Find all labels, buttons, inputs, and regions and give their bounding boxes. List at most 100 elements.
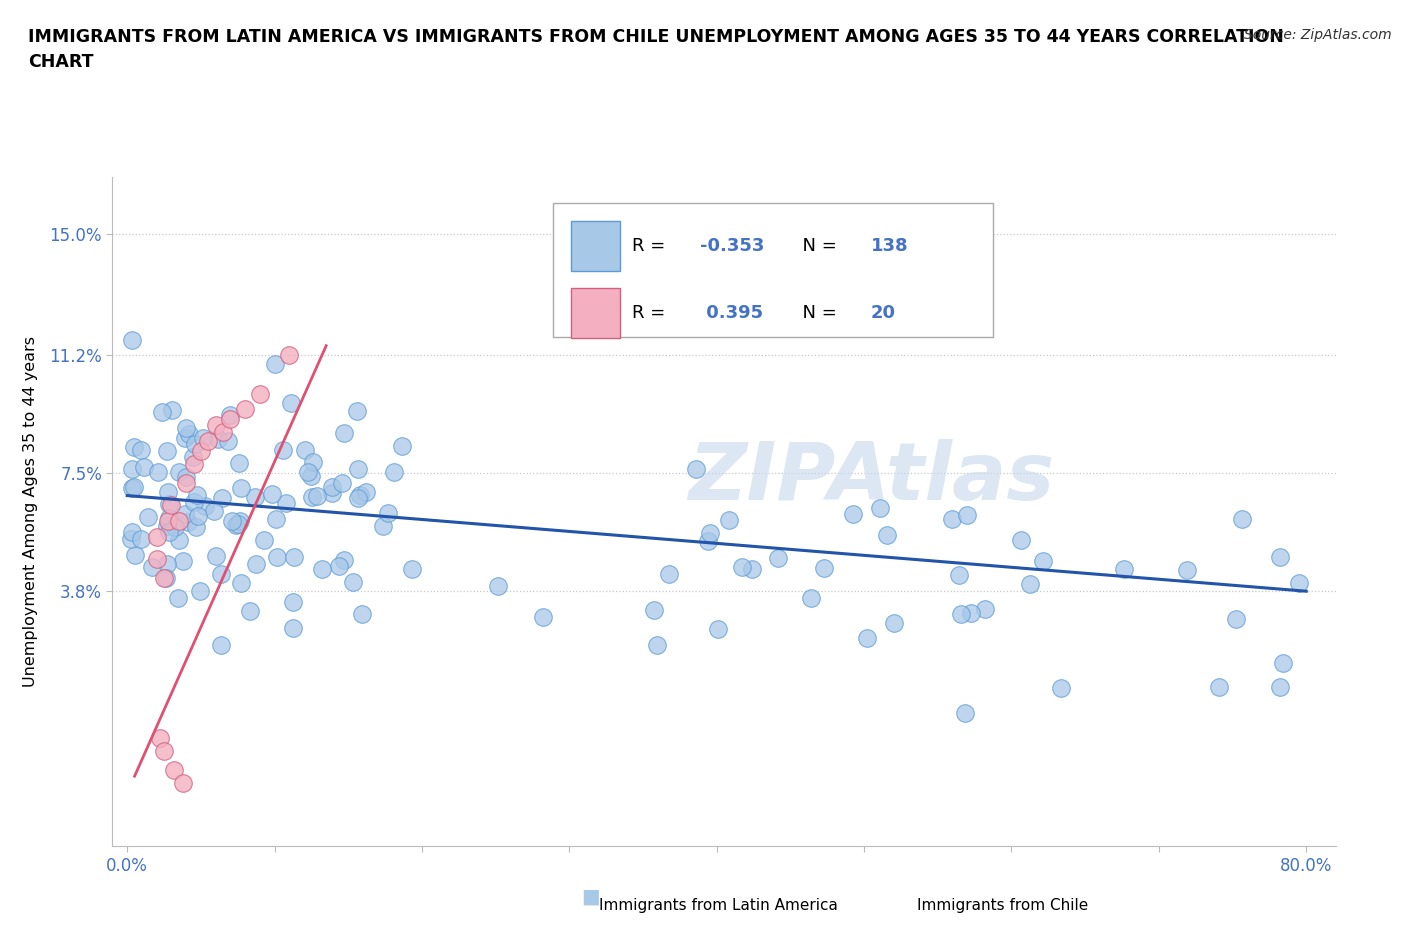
Point (391, 438, 413, 453)
Text: Immigrants from Chile: Immigrants from Chile (917, 897, 1088, 912)
Point (184, 520, 207, 535)
FancyBboxPatch shape (870, 886, 908, 923)
Point (321, 480, 343, 495)
Point (486, 578, 509, 593)
Point (1208, 679, 1230, 694)
Point (157, 511, 180, 525)
Text: 20: 20 (870, 304, 896, 323)
Point (347, 462, 370, 477)
Point (1050, 681, 1073, 696)
Point (190, 444, 212, 458)
Point (176, 420, 198, 435)
Point (1032, 553, 1054, 568)
Point (167, 513, 190, 528)
Point (148, 464, 170, 479)
Point (176, 470, 198, 485)
Point (321, 485, 343, 500)
Point (813, 561, 835, 576)
Point (1175, 563, 1198, 578)
Point (245, 557, 267, 572)
Point (209, 567, 232, 582)
Text: Immigrants from Latin America: Immigrants from Latin America (599, 897, 838, 912)
Point (297, 465, 319, 480)
Point (658, 566, 681, 581)
Point (228, 456, 250, 471)
Point (211, 490, 233, 505)
Point (121, 481, 143, 496)
Point (141, 560, 163, 575)
Text: 0.395: 0.395 (700, 304, 762, 323)
Point (856, 631, 879, 645)
Point (156, 519, 179, 534)
Point (157, 485, 180, 499)
Point (157, 497, 180, 512)
Point (120, 531, 142, 546)
Text: Source: ZipAtlas.com: Source: ZipAtlas.com (1244, 28, 1392, 42)
Point (956, 508, 979, 523)
Point (153, 571, 176, 586)
Point (346, 491, 368, 506)
Point (202, 503, 225, 518)
Point (204, 548, 226, 563)
Point (741, 562, 763, 577)
Point (274, 496, 297, 511)
Point (172, 553, 194, 568)
Point (948, 567, 970, 582)
Point (401, 562, 423, 577)
Point (157, 513, 180, 528)
Point (177, 514, 200, 529)
Point (883, 616, 905, 631)
Point (685, 462, 707, 477)
Point (941, 512, 963, 526)
Point (160, 403, 183, 418)
Point (219, 407, 242, 422)
Point (266, 550, 288, 565)
FancyBboxPatch shape (571, 221, 620, 272)
Point (138, 509, 160, 524)
Point (332, 426, 354, 441)
Point (204, 418, 226, 432)
Point (243, 490, 266, 505)
Point (233, 402, 256, 417)
Point (953, 706, 976, 721)
Point (217, 434, 239, 449)
Point (699, 525, 721, 540)
Point (647, 638, 669, 653)
FancyBboxPatch shape (553, 886, 589, 923)
Point (253, 533, 276, 548)
Point (167, 464, 190, 479)
Point (299, 468, 322, 483)
Point (187, 509, 209, 524)
Point (283, 620, 305, 635)
Point (377, 506, 399, 521)
Point (717, 512, 740, 527)
FancyBboxPatch shape (553, 204, 993, 338)
Text: IMMIGRANTS FROM LATIN AMERICA VS IMMIGRANTS FROM CHILE UNEMPLOYMENT AMONG AGES 3: IMMIGRANTS FROM LATIN AMERICA VS IMMIGRA… (28, 28, 1284, 71)
Point (1230, 512, 1253, 526)
Point (768, 551, 790, 565)
Point (219, 412, 242, 427)
Point (124, 548, 146, 563)
Point (207, 432, 229, 446)
Point (328, 559, 350, 574)
Text: N =: N = (792, 304, 842, 323)
Point (157, 525, 180, 539)
Point (183, 437, 205, 452)
Text: ZIPAtlas: ZIPAtlas (688, 439, 1054, 517)
Point (869, 500, 891, 515)
Point (342, 575, 364, 590)
Point (349, 487, 371, 502)
Point (262, 486, 284, 501)
Point (121, 525, 143, 539)
Point (156, 557, 179, 572)
Point (1225, 612, 1247, 627)
Point (696, 534, 718, 549)
Point (188, 583, 211, 598)
Point (1019, 577, 1042, 591)
Point (225, 518, 247, 533)
Point (191, 431, 214, 445)
Point (167, 532, 190, 547)
Point (842, 506, 865, 521)
Point (273, 443, 295, 458)
Point (876, 527, 898, 542)
